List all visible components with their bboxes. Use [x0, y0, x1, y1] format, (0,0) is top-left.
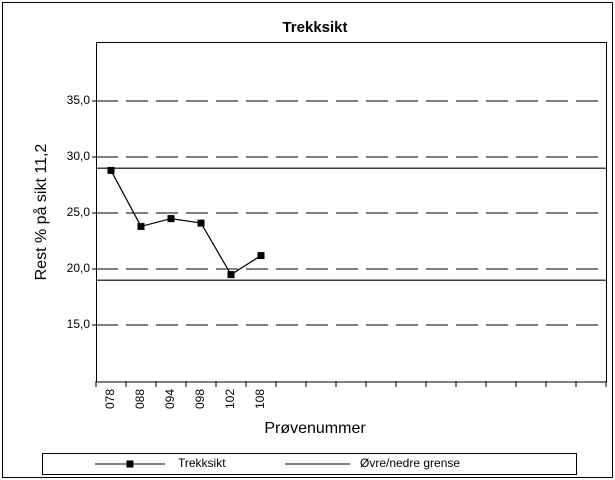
- data-point: [107, 166, 115, 174]
- chart-title: Trekksikt: [282, 19, 347, 36]
- y-tick-label: 25,0: [67, 205, 91, 219]
- y-tick-label: 30,0: [67, 149, 91, 163]
- x-tick-label: 102: [223, 389, 237, 409]
- x-tick-label: 088: [133, 389, 147, 409]
- legend-label: Trekksikt: [178, 456, 226, 470]
- data-point: [137, 222, 145, 230]
- data-point: [227, 271, 235, 279]
- data-point: [167, 215, 175, 223]
- x-tick-label: 094: [163, 389, 177, 409]
- plot-frame: [96, 42, 607, 383]
- y-tick-label: 15,0: [67, 317, 91, 331]
- y-axis-label: Rest % på sikt 11,2: [32, 144, 50, 281]
- y-tick-label: 35,0: [67, 93, 91, 107]
- x-tick-label: 078: [103, 389, 117, 409]
- data-point: [257, 252, 265, 260]
- series-line: [110, 170, 262, 276]
- legend-marker: [126, 460, 134, 468]
- x-tick-label: 098: [193, 389, 207, 409]
- y-tick-label: 20,0: [67, 261, 91, 275]
- x-axis-label: Prøvenummer: [264, 420, 366, 437]
- legend-label: Øvre/nedre grense: [360, 456, 460, 470]
- data-point: [197, 219, 205, 227]
- x-tick-label: 108: [253, 389, 267, 409]
